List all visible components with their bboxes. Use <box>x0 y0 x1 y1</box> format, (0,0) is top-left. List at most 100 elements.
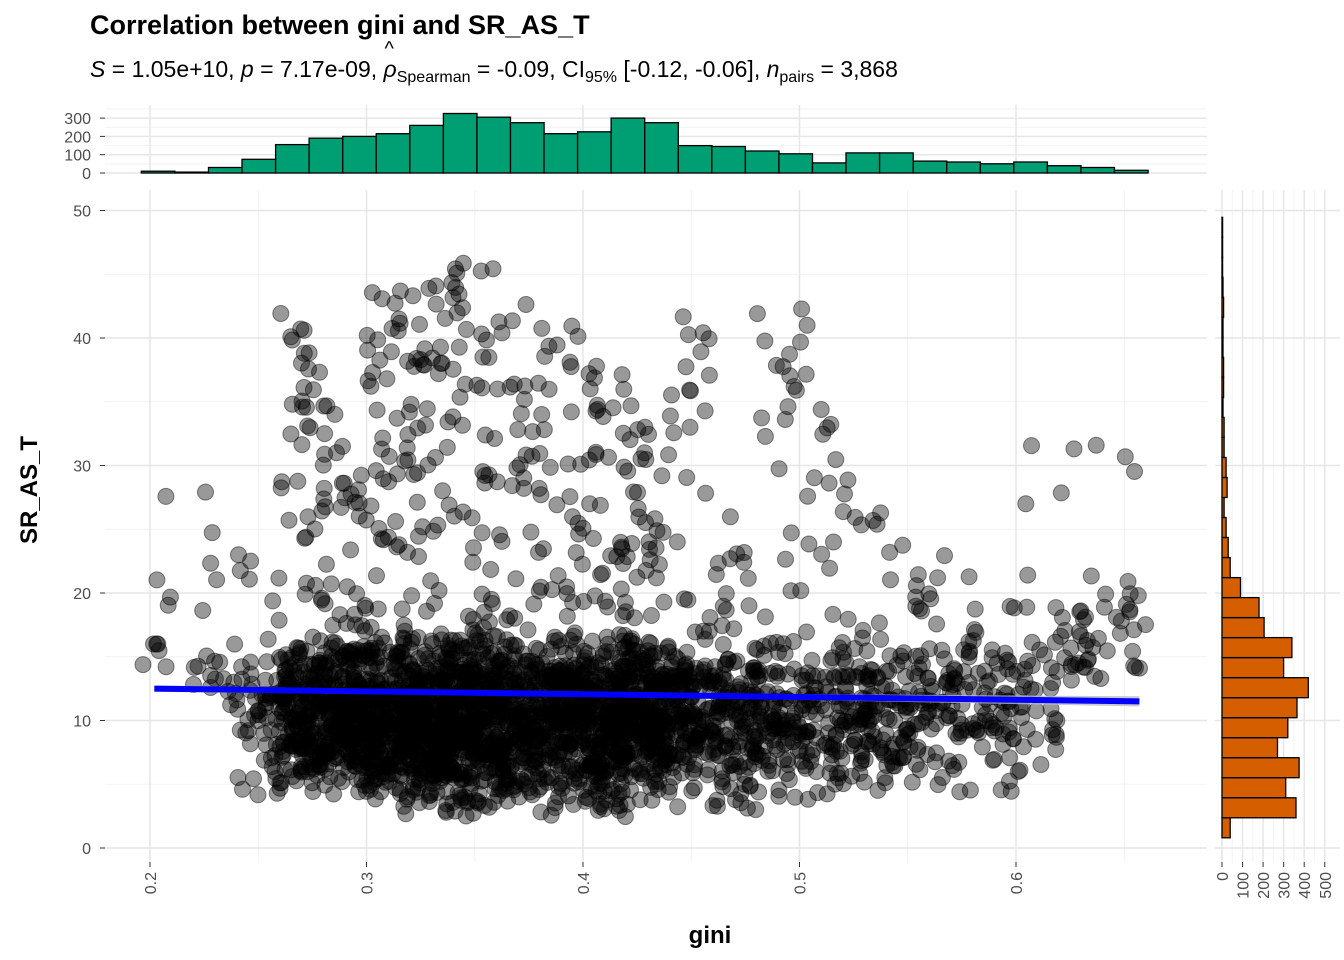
scatter-point <box>233 658 251 676</box>
stat-rho-value: -0.09 <box>496 56 550 82</box>
scatter-point <box>398 439 416 457</box>
scatter-point <box>542 806 560 824</box>
scatter-point <box>258 653 276 671</box>
scatter-point <box>519 621 537 639</box>
scatter-point <box>368 567 385 585</box>
right-hist-tick-label: 100 <box>1236 872 1253 899</box>
scatter-point <box>562 403 580 421</box>
scatter-point <box>364 773 382 791</box>
scatter-point <box>330 728 348 746</box>
scatter-point <box>352 646 370 664</box>
scatter-point <box>318 741 335 759</box>
scatter-point <box>960 568 978 586</box>
scatter-point <box>699 766 716 784</box>
scatter-point <box>340 644 358 661</box>
scatter-point <box>855 773 873 791</box>
scatter-point <box>303 696 321 713</box>
scatter-point <box>308 766 326 784</box>
scatter-point <box>355 710 372 728</box>
stat-p-value: 7.17e-09 <box>279 56 371 82</box>
scatter-point <box>240 570 258 588</box>
scatter-point <box>595 782 613 800</box>
scatter-point <box>389 643 407 661</box>
scatter-point <box>418 400 436 418</box>
scatter-point <box>488 628 506 646</box>
scatter-point <box>365 727 383 745</box>
scatter-point <box>467 695 485 712</box>
scatter-point <box>661 778 679 796</box>
scatter-point <box>519 753 537 771</box>
scatter-point <box>279 725 297 743</box>
top-hist-bar <box>476 116 512 174</box>
scatter-point <box>255 724 273 742</box>
scatter-point <box>394 629 412 647</box>
scatter-point <box>346 605 364 623</box>
scatter-point <box>328 444 345 462</box>
scatter-point <box>315 397 333 415</box>
scatter-point <box>352 723 370 741</box>
scatter-point <box>379 724 397 742</box>
scatter-point <box>325 742 343 760</box>
scatter-point <box>292 698 309 716</box>
scatter-point <box>258 709 276 727</box>
scatter-point <box>406 692 423 710</box>
scatter-point <box>799 790 817 808</box>
scatter-point <box>558 731 575 749</box>
right-hist-bar <box>1221 596 1260 619</box>
scatter-point <box>249 702 267 719</box>
scatter-point <box>229 700 247 718</box>
scatter-point <box>383 740 401 758</box>
scatter-point <box>331 606 349 624</box>
scatter-point <box>454 416 471 434</box>
scatter-point <box>629 484 646 501</box>
scatter-point <box>798 623 815 641</box>
scatter-point <box>895 644 913 662</box>
scatter-point <box>341 731 359 749</box>
scatter-point <box>333 729 351 746</box>
top-hist-bar <box>274 143 310 174</box>
scatter-point <box>706 741 724 758</box>
scatter-point <box>351 737 369 755</box>
scatter-point <box>328 725 346 743</box>
scatter-point <box>343 703 361 721</box>
scatter-point <box>344 717 362 734</box>
scatter-point <box>756 332 774 350</box>
scatter-point <box>1082 567 1100 585</box>
scatter-point <box>1018 721 1036 738</box>
scatter-point <box>307 576 324 594</box>
scatter-point <box>331 731 349 749</box>
scatter-point <box>249 702 267 720</box>
scatter-point <box>491 661 509 679</box>
scatter-point <box>284 709 301 727</box>
y-tick-label: 0 <box>82 841 91 858</box>
scatter-point <box>274 743 292 760</box>
scatter-point <box>748 305 766 323</box>
scatter-point <box>289 472 307 490</box>
scatter-point <box>427 295 445 313</box>
right-hist-bar <box>1221 797 1297 819</box>
scatter-point <box>323 633 341 651</box>
scatter-point <box>150 642 168 660</box>
top-hist-bar <box>1013 161 1049 174</box>
scatter-point <box>315 479 333 497</box>
top-hist-bar <box>845 152 881 174</box>
scatter-point <box>907 577 925 595</box>
scatter-point <box>522 523 540 541</box>
scatter-point <box>267 710 285 728</box>
scatter-point <box>399 757 417 775</box>
scatter-point <box>355 706 373 724</box>
scatter-point <box>326 634 344 652</box>
scatter-point <box>315 722 333 740</box>
scatter-point <box>350 703 368 720</box>
top-hist-bar <box>207 166 243 174</box>
scatter-point <box>245 770 262 788</box>
scatter-point <box>271 779 289 797</box>
scatter-point <box>548 496 566 514</box>
scatter-point <box>320 703 337 721</box>
scatter-point <box>1072 627 1090 645</box>
scatter-point <box>482 561 500 578</box>
scatter-point <box>863 722 881 740</box>
scatter-point <box>1018 598 1036 616</box>
scatter-point <box>363 284 381 302</box>
scatter-point <box>824 605 842 623</box>
